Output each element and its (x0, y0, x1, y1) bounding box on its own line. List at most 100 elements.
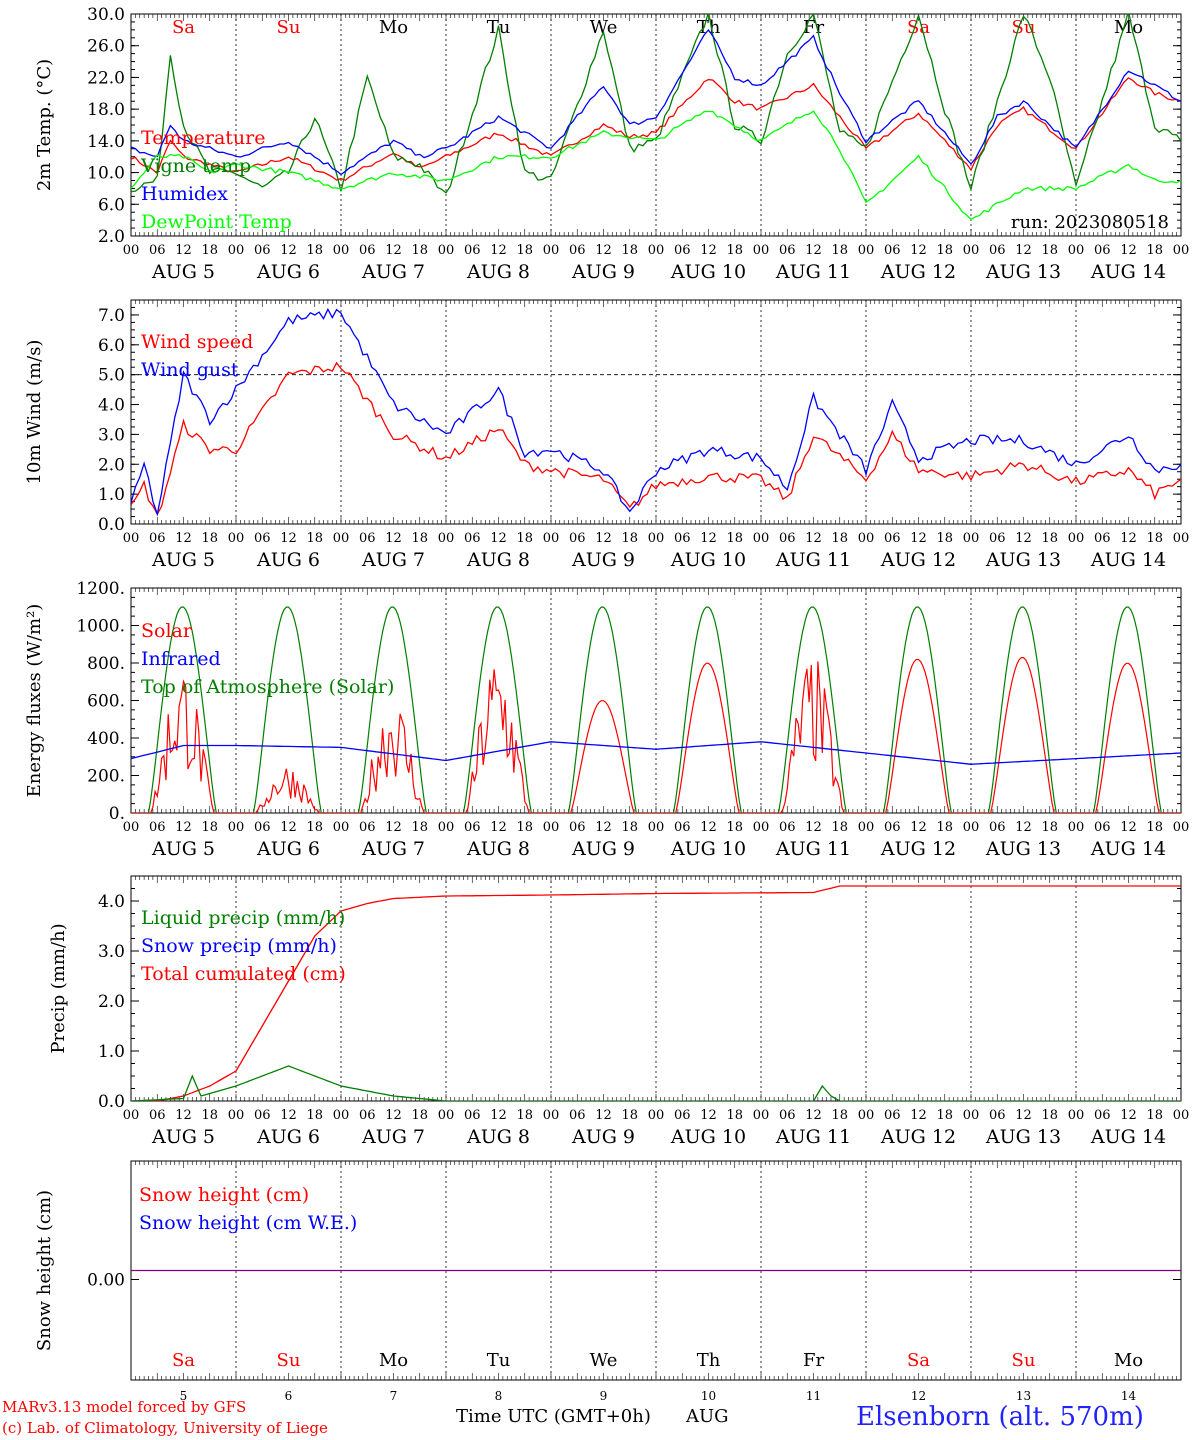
day-label: AUG 12 (880, 838, 956, 860)
hour-tick-label: 18 (306, 531, 323, 546)
hour-tick-label: 12 (805, 820, 822, 835)
series-vigne-temp (131, 14, 1181, 194)
panel-precip: 0.0 1.0 2.0 3.0 4.0 Precip (mm/h) 00 06 12 18 00 06… (48, 875, 1189, 1148)
hour-tick-label: 00 (228, 820, 245, 835)
weekday-label: Su (277, 1350, 301, 1371)
hour-tick-label: 00 (228, 531, 245, 546)
series-top-of-atmosphere (131, 606, 1181, 813)
weekday-label: Sa (172, 17, 195, 38)
hour-tick-label: 12 (280, 531, 297, 546)
day-label: AUG 10 (670, 549, 746, 571)
weekday-label: Mo (1114, 17, 1143, 38)
hour-tick-label: 00 (963, 243, 980, 258)
hour-tick-label: 06 (149, 820, 166, 835)
hour-tick-label: 06 (779, 820, 796, 835)
day-label: AUG 11 (775, 1126, 851, 1148)
day-number-label: 11 (806, 1389, 821, 1403)
hour-tick-label: 12 (910, 243, 927, 258)
y-tick-label: 1200. (76, 579, 125, 599)
day-label: AUG 7 (361, 1126, 425, 1148)
day-label: AUG 12 (880, 261, 956, 283)
day-label: AUG 14 (1090, 838, 1166, 860)
series-infrared (131, 741, 1181, 765)
series-temperature (131, 77, 1181, 182)
y-axis-label: Energy fluxes (W/m²) (24, 604, 45, 798)
hour-tick-label: 00 (333, 820, 350, 835)
hour-tick-label: 18 (831, 243, 848, 258)
hour-tick-label: 12 (805, 1108, 822, 1123)
hour-tick-label: 06 (1094, 820, 1111, 835)
hour-tick-label: 18 (936, 531, 953, 546)
hour-tick-label: 18 (1146, 531, 1163, 546)
day-label: AUG 10 (670, 261, 746, 283)
y-axis-label: 10m Wind (m/s) (24, 340, 45, 485)
legend-entry: Infrared (141, 648, 221, 670)
hour-tick-label: 06 (779, 531, 796, 546)
hour-tick-label: 06 (1094, 243, 1111, 258)
weekday-label: Mo (379, 1350, 408, 1371)
hour-tick-label: 12 (910, 820, 927, 835)
hour-tick-label: 18 (306, 243, 323, 258)
y-tick-label: 22.0 (87, 68, 125, 88)
hour-tick-label: 00 (1068, 531, 1085, 546)
hour-tick-label: 12 (1015, 243, 1032, 258)
hour-tick-label: 12 (385, 1108, 402, 1123)
hour-tick-label: 06 (779, 243, 796, 258)
hour-tick-label: 00 (753, 243, 770, 258)
panel-snow: 0.00 Snow height (cm) 5 Sa 6 Su 7 Mo 8 Tu 9 We 10 Th 1… (34, 1160, 1182, 1403)
hour-tick-label: 18 (1041, 243, 1058, 258)
y-tick-label: 0.0 (98, 515, 125, 535)
day-number-label: 10 (701, 1389, 716, 1403)
hour-tick-label: 00 (963, 820, 980, 835)
hour-tick-label: 00 (333, 243, 350, 258)
hour-tick-label: 18 (1146, 1108, 1163, 1123)
hour-tick-label: 06 (989, 820, 1006, 835)
y-tick-label: 1000. (76, 617, 125, 637)
day-label: AUG 7 (361, 838, 425, 860)
y-tick-label: 0. (109, 804, 125, 824)
hour-tick-label: 18 (831, 1108, 848, 1123)
hour-tick-label: 00 (333, 1108, 350, 1123)
hour-tick-label: 06 (569, 1108, 586, 1123)
weekday-label: Su (1012, 17, 1036, 38)
hour-tick-label: 12 (700, 1108, 717, 1123)
hour-tick-label: 06 (779, 1108, 796, 1123)
hour-tick-label: 18 (411, 1108, 428, 1123)
hour-tick-label: 06 (359, 1108, 376, 1123)
plot-area (131, 885, 1181, 1101)
hour-tick-label: 18 (306, 1108, 323, 1123)
day-label: AUG 14 (1090, 1126, 1166, 1148)
hour-tick-label: 06 (464, 243, 481, 258)
hour-tick-label: 00 (648, 1108, 665, 1123)
y-axis-label: 2m Temp. (°C) (34, 59, 55, 191)
legend-entry: Top of Atmosphere (Solar) (141, 676, 394, 698)
hour-tick-label: 18 (411, 531, 428, 546)
hour-tick-label: 06 (1094, 531, 1111, 546)
y-tick-label: 4.0 (98, 892, 125, 912)
hour-tick-label: 00 (228, 243, 245, 258)
hour-tick-label: 06 (254, 820, 271, 835)
hour-tick-label: 12 (595, 820, 612, 835)
day-label: AUG 8 (466, 838, 530, 860)
day-label: AUG 14 (1090, 549, 1166, 571)
y-tick-label: 200. (87, 767, 125, 787)
legend-entry: DewPoint Temp (141, 211, 292, 233)
day-label: AUG 9 (571, 261, 635, 283)
station-label: Elsenborn (alt. 570m) (856, 1402, 1144, 1432)
run-annotation: run: 2023080518 (1011, 212, 1169, 233)
hour-tick-label: 18 (726, 531, 743, 546)
hour-tick-label: 00 (438, 820, 455, 835)
series-wind-speed (131, 361, 1181, 516)
hour-tick-label: 00 (543, 1108, 560, 1123)
day-label: AUG 8 (466, 1126, 530, 1148)
hour-tick-label: 06 (884, 1108, 901, 1123)
hour-tick-label: 06 (569, 820, 586, 835)
hour-tick-label: 18 (201, 243, 218, 258)
weekday-label: We (590, 1350, 618, 1371)
hour-tick-label: 12 (910, 531, 927, 546)
day-label: AUG 11 (775, 261, 851, 283)
credit-line-2: (c) Lab. of Climatology, University of L… (2, 1419, 328, 1437)
weekday-label: Sa (907, 17, 930, 38)
y-tick-label: 18.0 (87, 100, 125, 120)
